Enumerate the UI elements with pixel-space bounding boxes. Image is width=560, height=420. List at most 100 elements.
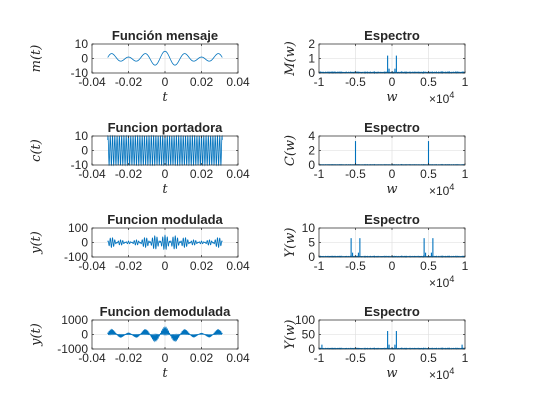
y-axis-label: y(t) [29,231,44,255]
y-tick-label: 0 [81,52,88,66]
y-tick-label: 1 [308,52,315,66]
y-tick-label: 10 [302,221,316,235]
x-tick-label: -0.5 [345,75,366,89]
x-tick-label: 0 [162,75,169,89]
x-tick-label: 0.5 [420,259,437,273]
y-tick-label: 100 [295,313,315,327]
x-tick-label: 0 [162,351,169,365]
x-axis-label: t [162,366,168,381]
x-tick-label: -0.04 [78,75,106,89]
y-tick-label: 0 [308,342,315,356]
plot-title: Funcion portadora [108,120,224,135]
x-tick-label: 0 [389,259,396,273]
y-axis-label: m(t) [29,45,44,73]
y-axis-label: C(w) [283,135,298,166]
y-tick-label: 4 [308,129,315,143]
x-tick-label: 0.04 [226,75,250,89]
y-tick-label: 5 [308,236,315,250]
x-exponent-label: ×104 [429,274,454,290]
x-axis-label: t [162,182,168,197]
x-tick-label: 0 [389,167,396,181]
y-tick-label: 0 [308,250,315,264]
x-tick-label: 1 [462,259,469,273]
x-tick-label: 0.04 [226,351,250,365]
x-tick-label: -1 [314,167,325,181]
x-axis-label: w [386,366,397,381]
x-exponent-label: ×104 [429,90,454,106]
x-tick-label: -0.04 [78,259,106,273]
plot-title: Funcion modulada [107,212,223,227]
x-tick-label: 0 [162,259,169,273]
y-tick-label: 0 [308,158,315,172]
plot-title: Función mensaje [112,28,218,43]
y-tick-label: 1000 [61,313,88,327]
plot-title: Espectro [364,212,420,227]
series-line [107,234,223,250]
x-tick-label: 0.02 [190,351,214,365]
plot-title: Funcion demodulada [100,304,231,319]
y-tick-label: -1000 [57,342,88,356]
x-tick-label: -0.5 [345,259,366,273]
spectrum-peaks [354,141,430,165]
y-tick-label: 0 [81,328,88,342]
x-tick-label: 1 [462,351,469,365]
x-tick-label: 0 [389,75,396,89]
x-tick-label: -0.02 [115,167,143,181]
x-axis-label: w [386,90,397,105]
y-tick-label: -10 [71,158,89,172]
series-line [107,50,223,66]
y-axis-label: M(w) [283,41,298,77]
y-axis-label: y(t) [29,323,44,347]
plot-title: Espectro [364,304,420,319]
x-tick-label: -0.5 [345,167,366,181]
y-tick-label: 10 [75,37,89,51]
x-tick-label: 0.02 [190,75,214,89]
y-axis-label: c(t) [29,139,44,162]
x-exponent-label: ×104 [429,182,454,198]
y-tick-label: 50 [302,328,316,342]
x-tick-label: 0.5 [420,75,437,89]
plot-title: Espectro [364,120,420,135]
x-exponent-label: ×104 [429,366,454,382]
x-tick-label: -0.5 [345,351,366,365]
y-tick-label: 100 [68,221,88,235]
x-tick-label: 0.02 [190,167,214,181]
y-tick-label: 0 [81,236,88,250]
y-axis-label: Y(w) [283,320,298,350]
x-tick-label: 0.04 [226,167,250,181]
x-tick-label: -1 [314,259,325,273]
series-line [107,325,223,343]
x-tick-label: 0.5 [420,167,437,181]
x-tick-label: -1 [314,351,325,365]
x-tick-label: 0.02 [190,259,214,273]
y-tick-label: 10 [75,129,89,143]
y-tick-label: 2 [308,37,315,51]
x-tick-label: -0.02 [115,259,143,273]
x-tick-label: -0.02 [115,75,143,89]
y-tick-label: 0 [81,144,88,158]
x-tick-label: -0.04 [78,351,106,365]
y-axis-label: Y(w) [283,228,298,258]
x-tick-label: 0.5 [420,351,437,365]
y-tick-label: -10 [71,66,89,80]
x-axis-label: w [386,182,397,197]
x-tick-label: 0 [389,351,396,365]
x-tick-label: 1 [462,167,469,181]
x-tick-label: 0.04 [226,259,250,273]
x-tick-label: -0.02 [115,351,143,365]
y-tick-label: 0 [308,66,315,80]
x-axis-label: t [162,90,168,105]
x-tick-label: 1 [462,75,469,89]
y-tick-label: 2 [308,144,315,158]
x-tick-label: 0 [162,167,169,181]
plot-title: Espectro [364,28,420,43]
